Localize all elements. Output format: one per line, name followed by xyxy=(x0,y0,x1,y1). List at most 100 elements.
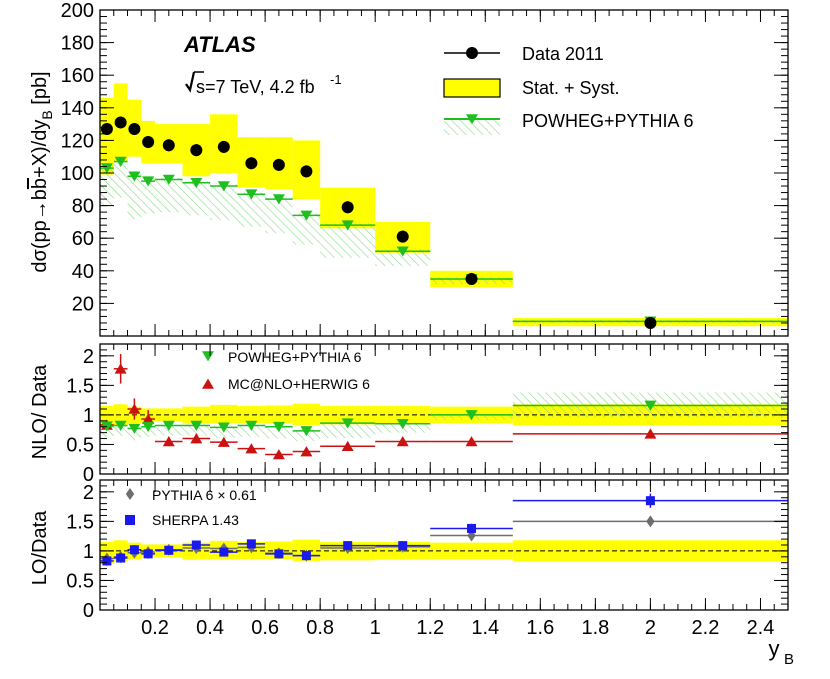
powheg-point xyxy=(341,220,354,231)
energy-label: s=7 TeV, 4.2 fb xyxy=(196,77,315,97)
mcnlo-point xyxy=(272,449,285,460)
legend-lo-pythia-label: PYTHIA 6 × 0.61 xyxy=(152,487,257,503)
data-point xyxy=(142,136,155,149)
mcnlo-point xyxy=(396,436,409,447)
data-point xyxy=(272,158,285,171)
powheg-ratio-point xyxy=(465,410,478,421)
experiment-label: ATLAS xyxy=(183,32,256,57)
x-tick-label: 2 xyxy=(645,617,656,639)
sherpa-point xyxy=(191,540,201,550)
main-ytick-label: 100 xyxy=(61,163,94,185)
x-tick-label: 1.8 xyxy=(581,617,609,639)
mcnlo-point xyxy=(300,446,313,457)
data-point xyxy=(100,122,113,135)
lo-ytick-label: 0 xyxy=(83,600,94,622)
legend-powheg-hatch xyxy=(444,119,500,135)
sherpa-point xyxy=(246,539,256,549)
sherpa-point xyxy=(102,556,112,566)
powheg-point xyxy=(245,189,258,200)
x-tick-label: 0.2 xyxy=(141,617,169,639)
main-ytick-label: 60 xyxy=(72,228,94,250)
legend-powheg-label: POWHEG+PYTHIA 6 xyxy=(522,111,694,131)
legend-lo-pythia-marker xyxy=(125,488,135,500)
x-axis-label: y xyxy=(769,636,780,661)
main-band-bin xyxy=(100,98,114,175)
main-ytick-label: 80 xyxy=(72,196,94,218)
main-powheg-hatch-bin xyxy=(113,159,128,198)
legend-nlo-mcnlo-marker xyxy=(202,378,214,389)
data-point xyxy=(465,272,478,285)
lo-ytick-label: 1.5 xyxy=(66,511,94,533)
lo-band-bin xyxy=(512,540,788,562)
x-axis-label-sub: B xyxy=(784,651,794,668)
mcnlo-point xyxy=(162,436,175,447)
data-point xyxy=(396,230,409,243)
data-point xyxy=(217,140,230,153)
data-point xyxy=(162,139,175,152)
powheg-ratio-point xyxy=(128,423,141,434)
legend-nlo-mcnlo-label: MC@NLO+HERWIG 6 xyxy=(228,376,370,392)
lo-ytick-label: 2 xyxy=(83,482,94,504)
powheg-point xyxy=(396,246,409,257)
sherpa-point xyxy=(467,523,477,533)
lo-y-axis-label: LO/Data xyxy=(29,510,51,585)
powheg-ratio-point xyxy=(245,420,258,431)
powheg-ratio-point xyxy=(114,420,127,431)
main-powheg-hatch-bin xyxy=(375,249,431,266)
series-layer xyxy=(100,114,788,566)
label-layer: 2040608010012014016018020000.511.5200.51… xyxy=(29,0,794,668)
legend-band-swatch xyxy=(443,78,501,98)
powheg-point xyxy=(100,163,113,174)
main-ytick-label: 140 xyxy=(61,98,94,120)
nlo-band-bin xyxy=(210,404,238,424)
legend-lo-sherpa-label: SHERPA 1.43 xyxy=(152,512,239,528)
nlo-band-bin xyxy=(320,406,376,425)
nlo-band-bin xyxy=(265,405,293,424)
legend-nlo-powheg-label: POWHEG+PYTHIA 6 xyxy=(228,349,362,365)
energy-superscript: -1 xyxy=(330,72,342,87)
mcnlo-point xyxy=(644,428,657,439)
frame-layer xyxy=(99,9,789,611)
powheg-point xyxy=(217,181,230,192)
mcnlo-point xyxy=(465,436,478,447)
main-ytick-label: 20 xyxy=(72,293,94,315)
powheg-point xyxy=(272,194,285,205)
nlo-ytick-label: 0.5 xyxy=(66,434,94,456)
data-point xyxy=(245,157,258,170)
powheg-point xyxy=(300,210,313,221)
data-point xyxy=(114,116,127,129)
x-tick-label: 1.6 xyxy=(526,617,554,639)
powheg-point xyxy=(162,174,175,185)
data-point xyxy=(644,316,657,329)
powheg-point xyxy=(114,156,127,167)
nlo-y-axis-label: NLO/ Data xyxy=(29,364,51,459)
main-ytick-label: 160 xyxy=(61,65,94,87)
data-point xyxy=(341,201,354,214)
nlo-ytick-label: 2 xyxy=(83,346,94,368)
main-ytick-label: 180 xyxy=(61,33,94,55)
powheg-ratio-point xyxy=(272,421,285,433)
nlo-band-bin xyxy=(237,406,266,424)
sherpa-point xyxy=(343,541,353,551)
pythia-point xyxy=(646,515,655,528)
lo-ytick-label: 1 xyxy=(83,541,94,563)
main-ytick-label: 120 xyxy=(61,130,94,152)
powheg-ratio-point xyxy=(396,418,409,430)
x-tick-label: 1.2 xyxy=(416,617,444,639)
sherpa-point xyxy=(274,549,284,559)
sherpa-point xyxy=(164,545,174,555)
powheg-ratio-point xyxy=(644,400,657,411)
sherpa-point xyxy=(645,496,655,506)
x-tick-label: 2.2 xyxy=(692,617,720,639)
main-ytick-label: 200 xyxy=(61,0,94,22)
nlo-powheg-hatch-bin xyxy=(320,422,376,438)
powheg-ratio-point xyxy=(162,420,175,431)
x-tick-label: 0.8 xyxy=(306,617,334,639)
powheg-point xyxy=(142,176,155,187)
powheg-point xyxy=(128,171,141,182)
sherpa-point xyxy=(219,547,229,557)
powheg-point xyxy=(190,177,203,189)
sherpa-point xyxy=(116,553,126,563)
legend-lo-sherpa-marker xyxy=(125,515,135,525)
